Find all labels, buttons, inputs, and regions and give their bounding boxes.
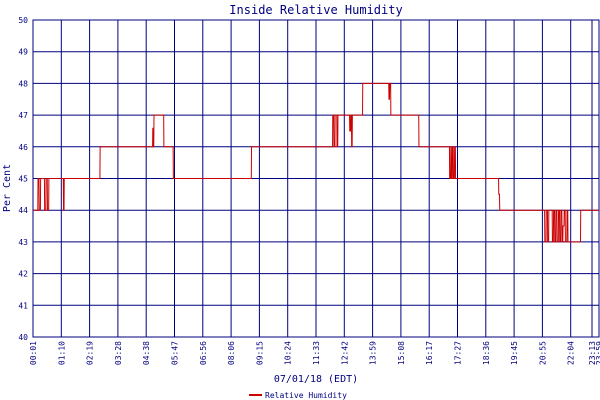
x-tick-label: 01:10 <box>57 341 66 365</box>
x-axis-ticks: 00:01 01:10 02:19 03:28 04:38 05:47 06:56 08:06… <box>29 341 600 365</box>
y-tick-label: 43 <box>18 238 28 247</box>
y-tick-label: 46 <box>18 143 28 152</box>
y-tick-label: 44 <box>18 206 28 215</box>
x-tick-label: 04:38 <box>142 341 151 365</box>
x-tick-label: 15:08 <box>397 341 406 365</box>
y-axis-ticks: 40 41 42 43 44 45 46 47 48 49 50 <box>18 16 28 342</box>
y-tick-label: 49 <box>18 48 28 57</box>
y-tick-label: 40 <box>18 333 28 342</box>
legend-label: Relative Humidity <box>265 391 347 400</box>
x-tick-label: 19:45 <box>510 341 519 365</box>
y-tick-label: 47 <box>18 111 28 120</box>
y-tick-label: 41 <box>18 301 28 310</box>
x-tick-label: 00:01 <box>29 341 38 365</box>
x-tick-label: 11:33 <box>312 341 321 365</box>
x-tick-label: 23:13 <box>588 341 597 365</box>
x-tick-label: 16:17 <box>425 341 434 365</box>
y-tick-label: 48 <box>18 79 28 88</box>
series-layer <box>33 82 599 243</box>
x-tick-label: 08:06 <box>227 341 236 365</box>
x-tick-label: 17:27 <box>454 341 463 365</box>
x-tick-label: 18:36 <box>482 341 491 365</box>
x-axis-label: 07/01/18 (EDT) <box>274 374 358 385</box>
x-tick-label: 02:19 <box>86 341 95 365</box>
x-tick-label: 20:55 <box>538 341 547 365</box>
x-tick-label: 10:24 <box>284 341 293 365</box>
y-axis-label: Per Cent <box>2 164 13 212</box>
x-tick-label: 23:59 <box>595 341 600 365</box>
y-tick-label: 50 <box>18 16 28 25</box>
legend: Relative Humidity <box>249 391 347 400</box>
series-line-relative-humidity <box>33 82 599 243</box>
x-tick-label: 13:59 <box>369 341 378 365</box>
chart-title: Inside Relative Humidity <box>229 3 402 17</box>
x-tick-label: 12:42 <box>340 341 349 365</box>
x-tick-label: 22:04 <box>567 341 576 365</box>
y-tick-label: 45 <box>18 175 28 184</box>
grid-lines <box>32 19 599 338</box>
x-tick-label: 09:15 <box>255 341 264 365</box>
x-tick-label: 03:28 <box>114 341 123 365</box>
y-tick-label: 42 <box>18 270 28 279</box>
x-tick-label: 05:47 <box>171 341 180 365</box>
x-tick-label: 06:56 <box>199 341 208 365</box>
